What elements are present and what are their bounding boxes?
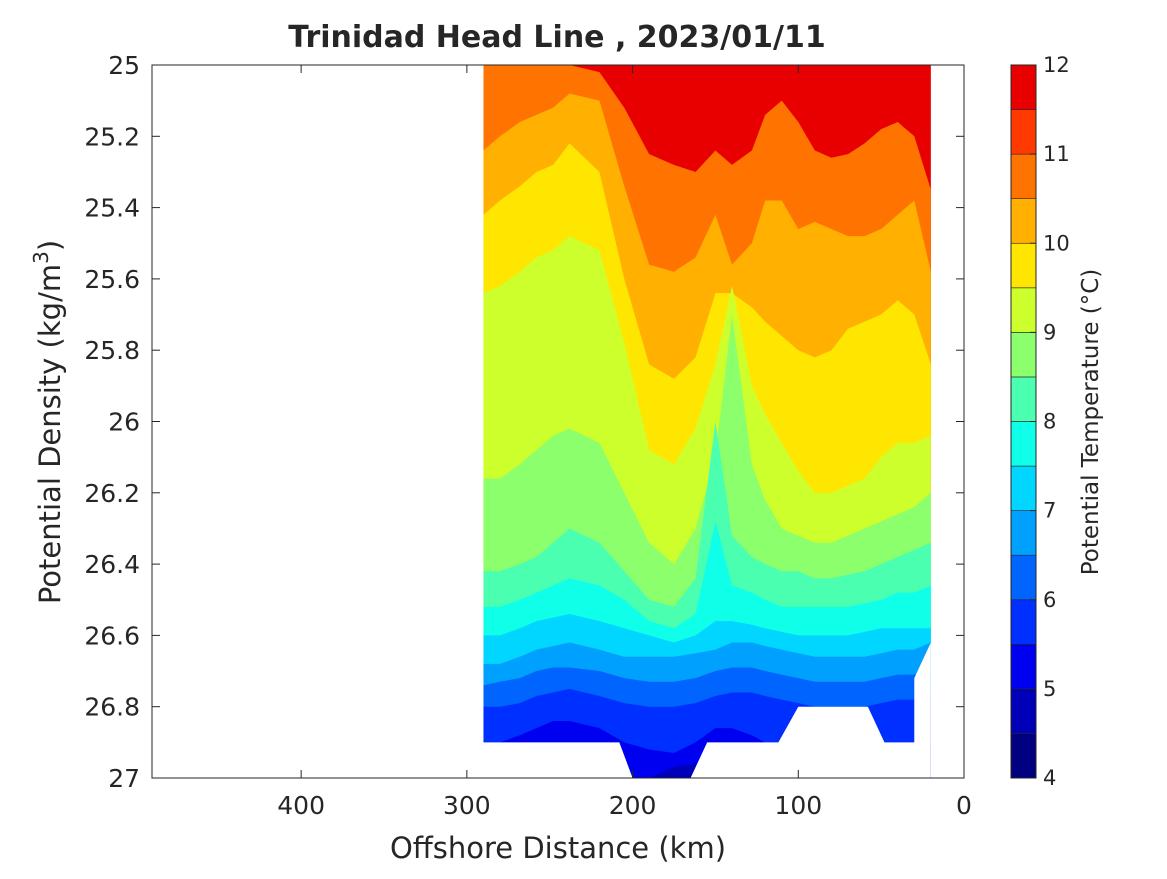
colorbar-swatch (1010, 644, 1037, 690)
colorbar-swatch (1010, 64, 1037, 110)
colorbar-swatch (1010, 332, 1037, 378)
colorbar-tick-label: 9 (1043, 320, 1056, 344)
y-tick-label: 26 (108, 408, 140, 437)
y-axis: 25 25.2 25.4 25.6 25.8 26 26.2 26.4 26.6 26.8 27 (84, 51, 964, 793)
colorbar-swatch (1010, 109, 1037, 155)
masked-region-2 (690, 642, 931, 778)
y-tick-label: 25.6 (84, 265, 140, 294)
y-axis-label-superscript: 3 (29, 251, 53, 264)
x-tick-label: 400 (277, 791, 325, 820)
y-tick-label: 26.2 (84, 479, 140, 508)
y-axis-label-main: Potential Density (kg/m (33, 264, 67, 604)
colorbar: 4 5 6 7 8 9 10 11 12 (1010, 53, 1070, 790)
colorbar-swatch (1010, 242, 1037, 289)
colorbar-swatch (1010, 554, 1037, 601)
chart-title: Trinidad Head Line , 2023/01/11 (288, 20, 825, 55)
colorbar-tick-label: 5 (1043, 677, 1056, 701)
x-tick-label: 0 (956, 791, 972, 820)
colorbar-tick-label: 8 (1043, 410, 1056, 434)
x-tick-label: 200 (609, 791, 657, 820)
colorbar-swatch (1010, 465, 1037, 511)
colorbar-tick-label: 11 (1043, 142, 1070, 166)
plot-area (152, 65, 931, 778)
y-axis-label: Potential Density (kg/m3) (29, 240, 67, 604)
y-tick-label: 25.8 (84, 336, 140, 365)
y-tick-label: 26.8 (84, 693, 140, 722)
x-tick-label: 300 (443, 791, 491, 820)
colorbar-swatch (1010, 688, 1037, 734)
colorbar-swatch (1010, 733, 1037, 779)
y-tick-label: 25.4 (84, 194, 140, 223)
x-axis-label: Offshore Distance (km) (390, 831, 726, 865)
x-tick-label: 100 (774, 791, 822, 820)
colorbar-tick-label: 10 (1043, 231, 1070, 255)
colorbar-swatch (1010, 153, 1037, 199)
colorbar-swatch (1010, 198, 1037, 244)
y-axis-label-suffix: ) (33, 240, 67, 251)
colorbar-swatch (1010, 421, 1037, 467)
colorbar-tick-label: 12 (1043, 53, 1070, 77)
y-tick-label: 27 (108, 764, 140, 793)
colorbar-tick-label: 7 (1043, 499, 1056, 523)
colorbar-tick-label: 4 (1043, 766, 1056, 790)
x-axis: 400 300 200 100 0 (277, 65, 972, 820)
colorbar-swatch (1010, 599, 1037, 645)
y-tick-label: 25 (108, 51, 140, 80)
colorbar-swatch (1010, 510, 1037, 556)
colorbar-tick-label: 6 (1043, 588, 1056, 612)
colorbar-swatch (1010, 376, 1037, 422)
y-tick-label: 26.6 (84, 621, 140, 650)
y-tick-label: 26.4 (84, 550, 140, 579)
y-tick-label: 25.2 (84, 122, 140, 151)
colorbar-swatch (1010, 287, 1037, 333)
masked-region-1 (152, 65, 633, 778)
colorbar-label: Potential Temperature (°C) (1078, 269, 1104, 576)
